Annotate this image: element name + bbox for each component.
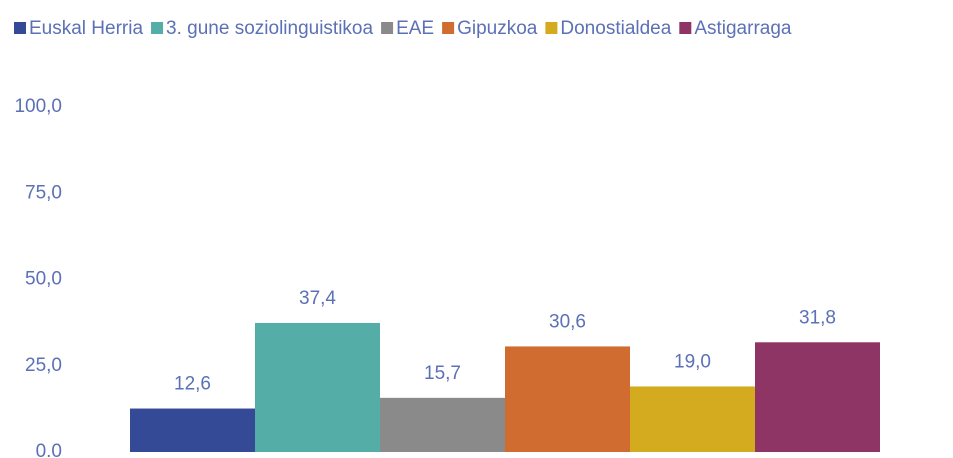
legend-swatch <box>442 22 455 34</box>
bar <box>255 322 380 452</box>
value-label: 30,6 <box>549 311 586 332</box>
bar <box>755 342 880 452</box>
bar <box>130 408 255 452</box>
y-tick-label: 25,0 <box>25 355 62 376</box>
legend-label: EAE <box>396 18 434 39</box>
legend-swatch <box>14 22 26 34</box>
y-tick-label: 75,0 <box>25 182 62 203</box>
y-tick-label: 0.0 <box>36 441 62 458</box>
value-label: 12,6 <box>174 374 211 395</box>
bar <box>505 346 630 452</box>
legend-label: 3. gune soziolinguistikoa <box>166 18 373 39</box>
value-label: 31,8 <box>799 307 836 328</box>
legend-label: Astigarraga <box>694 18 792 39</box>
legend-swatch <box>381 22 394 34</box>
legend-swatch <box>545 22 558 34</box>
y-tick-label: 50,0 <box>25 269 62 290</box>
legend-swatch <box>151 22 164 34</box>
y-tick-label: 100,0 <box>14 96 62 117</box>
legend-label: Euskal Herria <box>29 18 143 39</box>
legend-label: Donostialdea <box>560 18 671 39</box>
value-label: 15,7 <box>424 363 461 384</box>
legend-label: Gipuzkoa <box>457 18 538 39</box>
value-label: 19,0 <box>674 351 711 372</box>
bar <box>630 386 755 452</box>
bar <box>380 397 505 452</box>
value-label: 37,4 <box>299 288 336 309</box>
legend-swatch <box>679 22 692 34</box>
